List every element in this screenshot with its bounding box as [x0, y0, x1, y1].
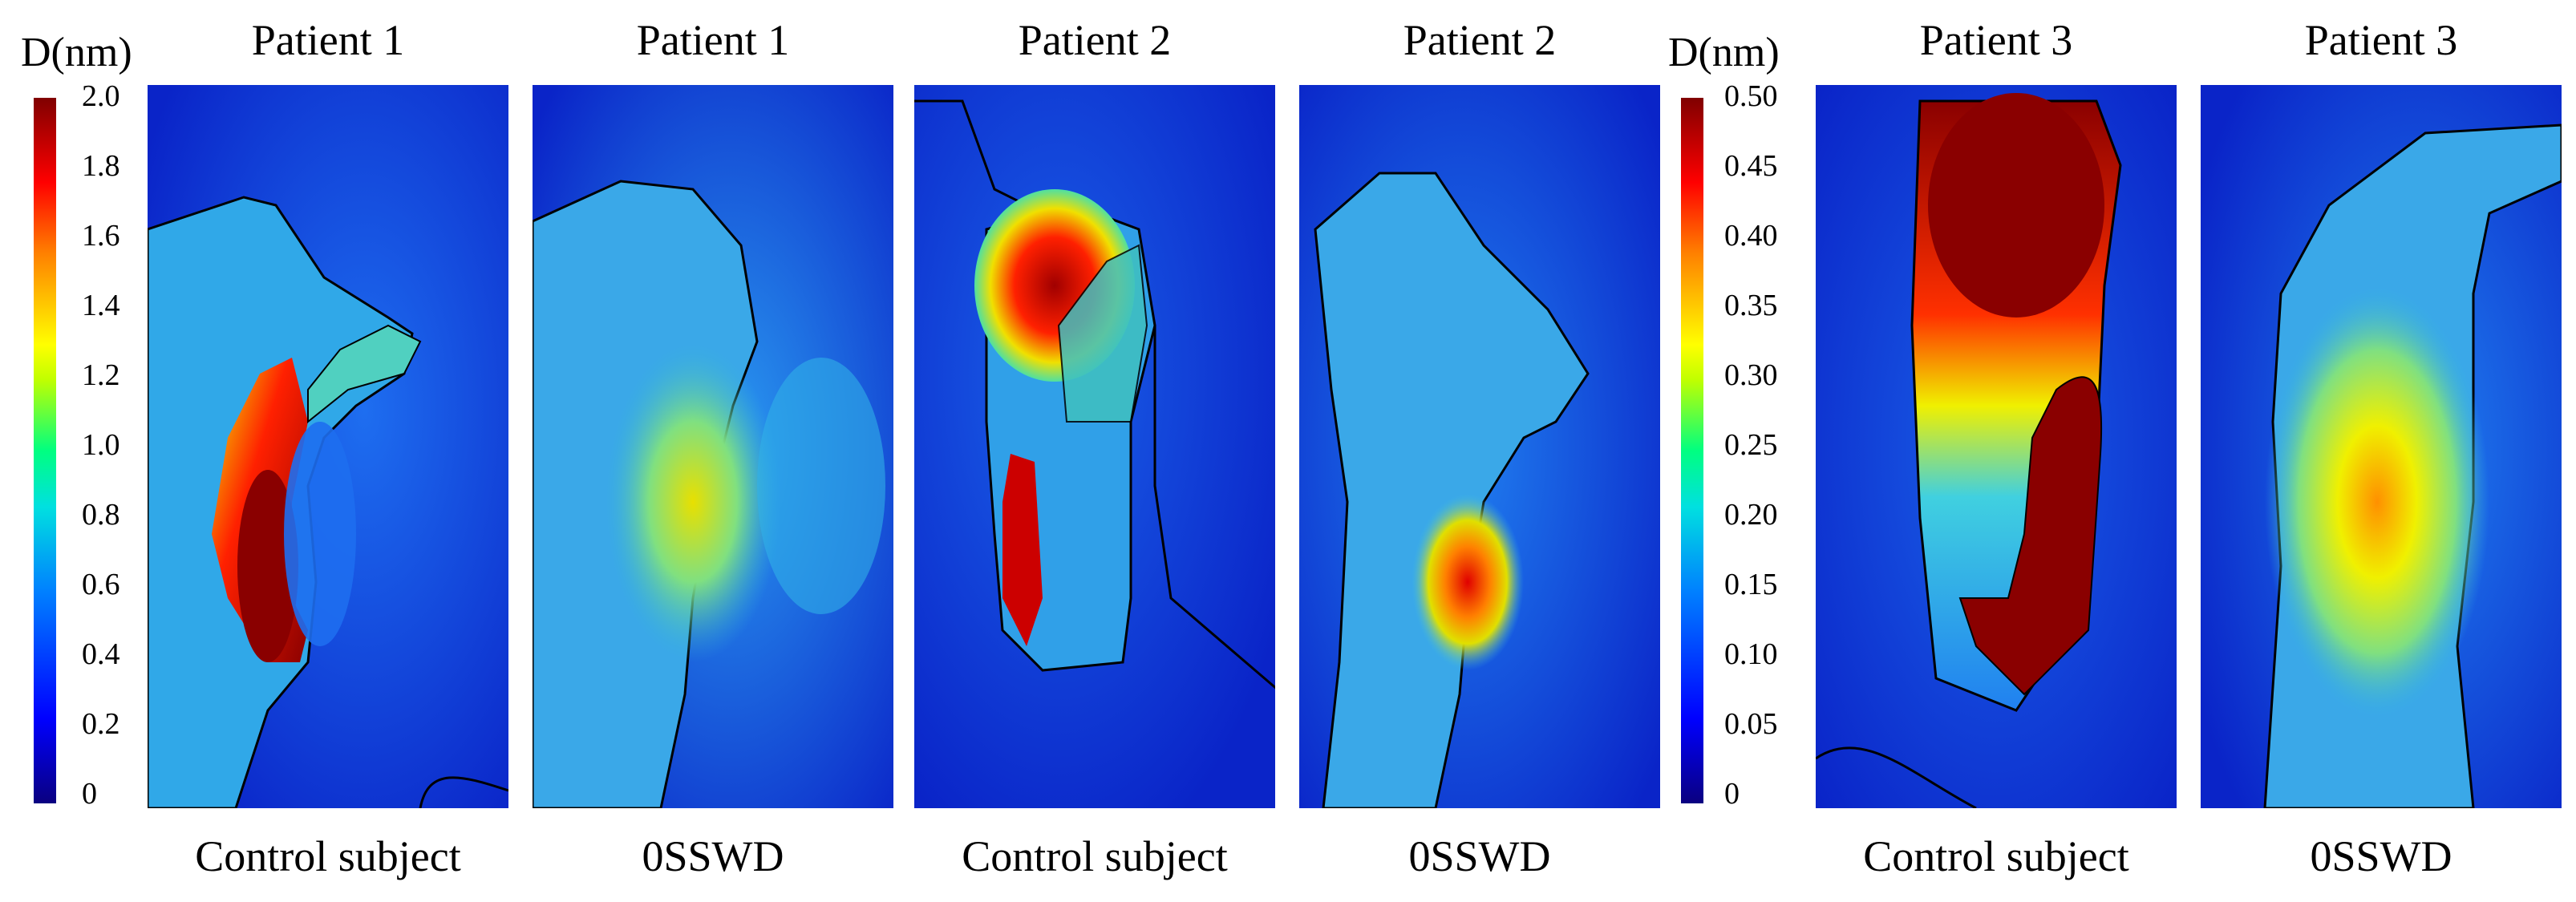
colorbar-1-tick: 1.0: [82, 428, 120, 462]
panel-5-image: [1816, 85, 2177, 808]
colorbar-2-unit-label: D(nm): [1668, 30, 1780, 75]
colorbar-2-tick: 0.05: [1724, 707, 1778, 741]
colorbar-1-tick: 1.8: [82, 149, 120, 183]
colorbar-1-tick: 1.2: [82, 358, 120, 392]
panel-6-hotspot: [2265, 285, 2489, 718]
colorbar-2-tick: 0.10: [1724, 637, 1778, 671]
panel-3-image: [914, 85, 1275, 808]
panel-1-inner-root: [307, 324, 422, 424]
colorbar-2: [1681, 98, 1703, 803]
colorbar-1-tick: 0: [82, 777, 97, 811]
colorbar-2-tick: 0.25: [1724, 428, 1778, 462]
colorbar-1-tick: 2.0: [82, 79, 120, 113]
panel-2-side-glow: [757, 358, 885, 614]
panel-1-image: [148, 85, 508, 808]
colorbar-2-tick: 0.50: [1724, 79, 1778, 113]
colorbar-1: [34, 98, 56, 803]
colorbar-1-tick: 0.8: [82, 498, 120, 532]
colorbar-1-tick: 1.6: [82, 219, 120, 253]
panel-5-top-core: [1928, 93, 2104, 318]
panel-1-title: Patient 1: [251, 16, 405, 64]
colorbar-2-tick: 0.40: [1724, 219, 1778, 253]
colorbar-2-tick: 0: [1724, 777, 1740, 811]
panel-2-image: [533, 85, 893, 808]
panel-5-right-core: [1958, 376, 2103, 696]
colorbar-2-tick: 0.30: [1724, 358, 1778, 392]
panel-1-caption: Control subject: [195, 832, 461, 880]
colorbar-1-tick: 0.4: [82, 637, 120, 671]
panel-5-title: Patient 3: [1919, 16, 2073, 64]
panel-5-contour: [1816, 746, 1977, 808]
colorbar-1-tick: 1.4: [82, 289, 120, 322]
panel-1-lower-pale: [284, 422, 356, 646]
panel-3-title: Patient 2: [1018, 16, 1172, 64]
panel-3-caption: Control subject: [962, 832, 1228, 880]
colorbar-1-tick: 0.2: [82, 707, 120, 741]
panel-3-inner-split: [1057, 244, 1148, 423]
colorbar-2-tick: 0.20: [1724, 498, 1778, 532]
panel-4-caption: 0SSWD: [1408, 832, 1551, 880]
panel-1-contour: [419, 776, 508, 808]
colorbar-2-tick: 0.35: [1724, 289, 1778, 322]
panel-6-caption: 0SSWD: [2310, 832, 2452, 880]
panel-4-hotspot: [1412, 494, 1524, 670]
panel-2-title: Patient 1: [636, 16, 790, 64]
panel-5-caption: Control subject: [1863, 832, 2129, 880]
colorbar-2-tick: 0.15: [1724, 568, 1778, 601]
colorbar-2-tick: 0.45: [1724, 149, 1778, 183]
panel-6-title: Patient 3: [2304, 16, 2458, 64]
panel-4-image: [1299, 85, 1660, 808]
colorbar-1-unit-label: D(nm): [21, 30, 132, 75]
panel-4-title: Patient 2: [1403, 16, 1557, 64]
panel-3-left-band: [1002, 454, 1043, 646]
colorbar-1-tick: 0.6: [82, 568, 120, 601]
panel-2-hotspot: [605, 342, 781, 662]
panel-6-image: [2201, 85, 2562, 808]
panel-2-caption: 0SSWD: [642, 832, 784, 880]
panel-1-core: [237, 470, 298, 662]
